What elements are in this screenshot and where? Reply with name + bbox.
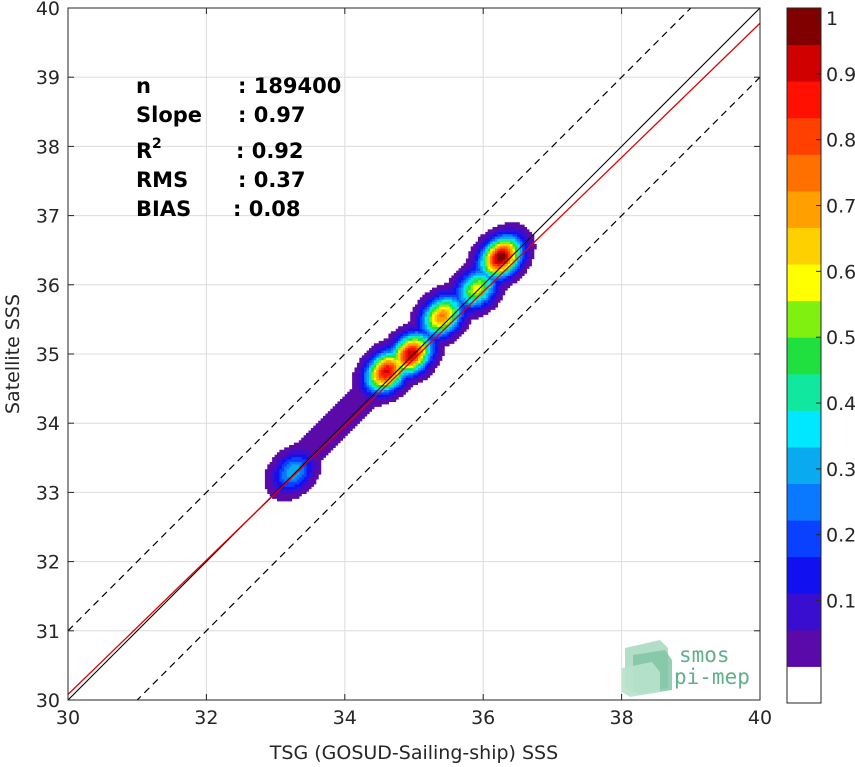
colorbar-segment: [787, 117, 821, 155]
contour-level-17: [383, 251, 508, 373]
y-tick-label: 30: [36, 690, 60, 712]
smos-pi-mep-logo: smos pi-mep: [622, 640, 750, 697]
colorbar-tick-label: 0.6: [826, 261, 855, 283]
colorbar-segment: [787, 337, 821, 375]
logo-text-smos: smos: [679, 643, 730, 667]
y-axis-label: Satellite SSS: [2, 294, 24, 414]
colorbar-tick-label: 1: [826, 8, 838, 30]
colorbar-segment: [787, 8, 821, 46]
regression-fit-line: [68, 22, 760, 695]
x-tick-label: 36: [471, 707, 495, 729]
colorbar-tick-label: 0.5: [826, 327, 855, 349]
colorbar-segment: [787, 520, 821, 558]
logo-text-pimep: pi-mep: [674, 665, 750, 689]
stat-r2-superscript: 2: [152, 136, 162, 152]
colorbar-segment: [787, 666, 821, 704]
identity-line: [68, 8, 760, 700]
stat-rms-label: RMS: [136, 168, 188, 192]
grid-lines: [67, 7, 761, 701]
stat-r2-label: R: [136, 139, 152, 163]
stats-box: n : 189400 Slope : 0.97 R 2 : 0.92 RMS :…: [136, 74, 341, 221]
colorbar-segment: [787, 629, 821, 667]
colorbar-segment: [787, 264, 821, 302]
stat-rms-value: : 0.37: [238, 168, 306, 192]
colorbar-tick-label: 0.1: [826, 591, 855, 613]
colorbar-segment: [787, 373, 821, 411]
colorbar-segment: [787, 44, 821, 82]
x-tick-label: 34: [333, 707, 357, 729]
stat-n-value: : 189400: [238, 74, 341, 98]
y-tick-label: 39: [36, 67, 60, 89]
stat-slope-label: Slope: [136, 103, 202, 127]
stat-slope-value: : 0.97: [238, 103, 306, 127]
colorbar-tick-label: 0.8: [826, 130, 855, 152]
colorbar-frame: [786, 7, 822, 704]
y-tick-label: 32: [36, 552, 60, 574]
density-contours: [264, 222, 537, 502]
x-tick-label: 30: [56, 707, 80, 729]
y-tick-label: 40: [36, 0, 60, 20]
stat-r2-value: : 0.92: [236, 139, 304, 163]
x-tick-label: 38: [610, 707, 634, 729]
colorbar: [787, 8, 821, 704]
y-axis-ticks: 30 31 32 33 34 35 36 37 38 39 40: [36, 0, 760, 712]
colorbar-segment: [787, 410, 821, 448]
y-tick-label: 36: [36, 275, 60, 297]
y-tick-label: 37: [36, 206, 60, 228]
contour-level-18: [497, 253, 506, 262]
y-tick-label: 34: [36, 413, 60, 435]
colorbar-tick-label: 0.2: [826, 525, 855, 547]
colorbar-tick-label: 0.3: [826, 459, 855, 481]
stat-bias-value: : 0.08: [233, 197, 301, 221]
colorbar-segment: [787, 483, 821, 521]
colorbar-tick-label: 0.7: [826, 196, 855, 218]
x-axis-label: TSG (GOSUD-Sailing-ship) SSS: [269, 742, 558, 764]
y-tick-label: 31: [36, 621, 60, 643]
stat-bias-label: BIAS: [136, 197, 191, 221]
x-tick-label: 40: [748, 707, 772, 729]
y-tick-label: 38: [36, 136, 60, 158]
colorbar-tick-label: 0.4: [826, 393, 855, 415]
colorbar-segment: [787, 300, 821, 338]
colorbar-segment: [787, 556, 821, 594]
contour-level-15: [378, 248, 511, 381]
colorbar-segment: [787, 190, 821, 228]
logo-waves-icon: [622, 640, 672, 697]
y-tick-label: 35: [36, 344, 60, 366]
x-tick-label: 32: [194, 707, 218, 729]
colorbar-tick-label: 0.9: [826, 64, 855, 86]
colorbar-segment: [787, 154, 821, 192]
colorbar-segment: [787, 227, 821, 265]
x-axis-ticks: 30 32 34 36 38 40: [56, 8, 772, 729]
colorbar-segment: [787, 81, 821, 119]
stat-n-label: n: [136, 74, 151, 98]
colorbar-ticks: 0.1 0.2 0.3 0.4 0.5 0.6 0.7 0.8 0.9 1: [816, 8, 855, 613]
colorbar-segment: [787, 593, 821, 631]
fit-lines: [68, 8, 760, 700]
colorbar-segment: [787, 446, 821, 485]
y-tick-label: 33: [36, 482, 60, 504]
